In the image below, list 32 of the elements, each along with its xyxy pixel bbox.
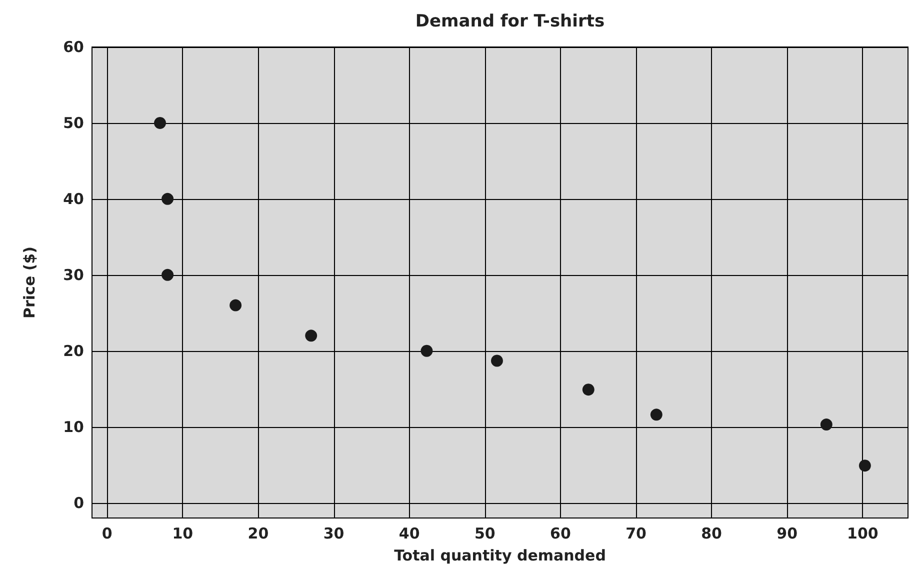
x-tick-label: 20 xyxy=(248,524,269,542)
x-tick-label: 90 xyxy=(776,524,798,542)
point xyxy=(154,116,166,129)
point xyxy=(305,330,318,342)
x-tick-label: 80 xyxy=(701,524,722,542)
point xyxy=(162,268,174,281)
point xyxy=(230,299,242,312)
point xyxy=(650,408,662,421)
y-tick-label: 30 xyxy=(63,266,84,284)
x-tick-label: 30 xyxy=(323,524,344,542)
y-axis-title: Price ($) xyxy=(20,246,38,318)
point xyxy=(162,192,174,205)
x-axis-title: Total quantity demanded xyxy=(394,546,606,564)
point xyxy=(858,460,871,472)
y-tick-label: 60 xyxy=(63,38,84,56)
x-tick-label: 50 xyxy=(474,524,496,542)
x-tick-label: 0 xyxy=(102,524,112,542)
y-tick-label: 0 xyxy=(74,494,84,512)
x-tick-label: 70 xyxy=(626,524,646,542)
x-tick-label: 40 xyxy=(398,524,420,542)
y-tick-label: 10 xyxy=(63,418,84,436)
x-tick-label: 10 xyxy=(172,524,194,542)
point xyxy=(490,354,503,367)
chart-title: Demand for T-shirts xyxy=(415,12,605,32)
point xyxy=(820,418,832,431)
x-tick-label: 60 xyxy=(550,524,571,542)
point xyxy=(420,344,433,357)
y-tick-label: 40 xyxy=(63,190,84,208)
x-tick-label: 100 xyxy=(847,524,878,542)
y-tick-label: 50 xyxy=(63,114,84,132)
y-tick-label: 20 xyxy=(63,342,84,360)
point xyxy=(582,384,594,396)
